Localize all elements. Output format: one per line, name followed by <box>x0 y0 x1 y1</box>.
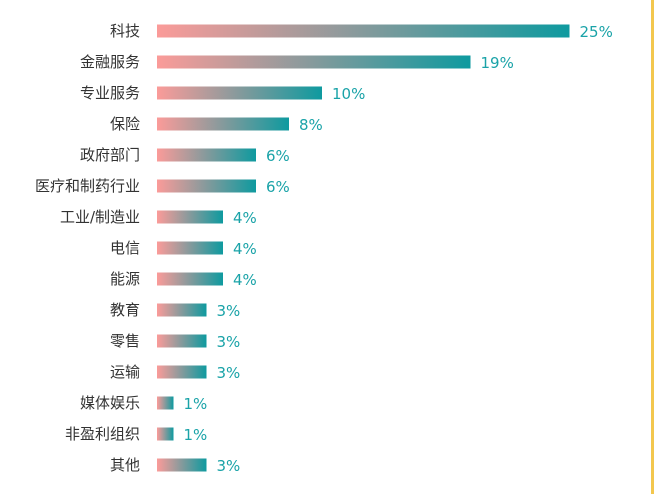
bar <box>157 365 207 379</box>
category-label: 非盈利组织 <box>65 425 140 443</box>
bar <box>157 86 322 100</box>
category-label: 专业服务 <box>80 84 140 102</box>
bar <box>157 272 223 286</box>
value-label: 10% <box>332 85 365 103</box>
category-label: 教育 <box>110 301 140 319</box>
value-label: 25% <box>580 23 613 41</box>
value-label: 8% <box>299 116 323 134</box>
bar <box>157 396 174 410</box>
bar <box>157 210 223 224</box>
bar <box>157 117 289 131</box>
category-label: 科技 <box>110 22 140 40</box>
bar <box>157 148 256 162</box>
category-label: 运输 <box>110 363 140 381</box>
value-label: 4% <box>233 209 257 227</box>
category-label: 保险 <box>110 115 140 133</box>
bar <box>157 427 174 441</box>
bar <box>157 179 256 193</box>
value-label: 19% <box>481 54 514 72</box>
value-label: 4% <box>233 240 257 258</box>
value-label: 6% <box>266 147 290 165</box>
bar <box>157 303 207 317</box>
value-label: 3% <box>217 364 241 382</box>
value-label: 1% <box>184 395 208 413</box>
category-label: 能源 <box>110 270 140 288</box>
bar <box>157 241 223 255</box>
bar <box>157 55 471 69</box>
value-label: 3% <box>217 457 241 475</box>
bar <box>157 24 570 38</box>
category-label: 工业/制造业 <box>60 208 140 226</box>
value-label: 6% <box>266 178 290 196</box>
value-label: 3% <box>217 333 241 351</box>
bar <box>157 334 207 348</box>
category-label: 医疗和制药行业 <box>35 177 140 195</box>
value-label: 4% <box>233 271 257 289</box>
category-label: 媒体娱乐 <box>80 394 140 412</box>
accent-line <box>651 0 654 494</box>
category-label: 电信 <box>110 239 140 257</box>
bars-layer: 科技 25% 金融服务 19% 专业服务 10% 保险 8% 政府部门 6% 医疗和制药行业 6% 工业… <box>35 22 613 475</box>
category-label: 金融服务 <box>80 53 140 71</box>
value-label: 1% <box>184 426 208 444</box>
category-label: 零售 <box>110 332 140 350</box>
category-label: 政府部门 <box>80 146 140 164</box>
value-label: 3% <box>217 302 241 320</box>
category-label: 其他 <box>110 456 140 474</box>
bar <box>157 458 207 472</box>
